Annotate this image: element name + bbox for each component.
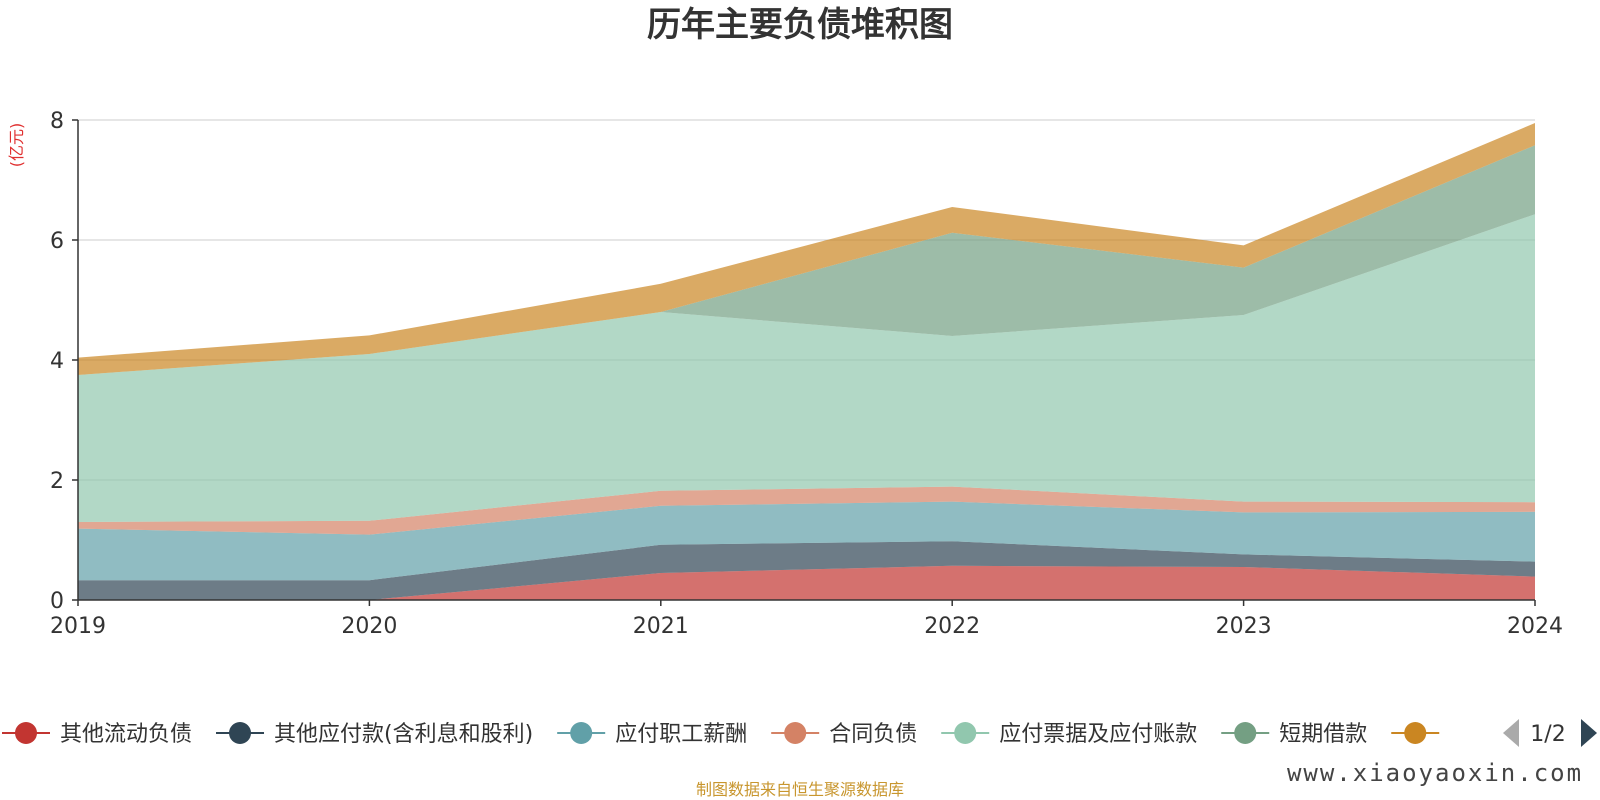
area-series-5 [78, 145, 1535, 375]
legend-marker-icon [229, 722, 252, 744]
area-series-1 [78, 541, 1535, 600]
legend-marker-icon [15, 722, 37, 744]
legend-marker-icon [1404, 722, 1427, 744]
y-axis-unit-label: (亿元) [7, 123, 26, 168]
y-tick-label: 8 [50, 109, 64, 134]
legend-item-4[interactable]: 应付票据及应付账款 [941, 722, 1197, 747]
legend-marker-icon [954, 722, 977, 744]
x-tick-label: 2019 [50, 614, 106, 639]
x-tick-label: 2021 [633, 614, 689, 639]
legend-label: 其他应付款(含利息和股利) [274, 722, 533, 747]
legend-label: 短期借款 [1279, 722, 1367, 747]
legend-label: 应付职工薪酬 [615, 722, 747, 747]
area-series-6 [78, 123, 1535, 375]
y-tick-label: 6 [50, 229, 64, 254]
legend-item-6[interactable] [1391, 722, 1440, 744]
legend-label: 合同负债 [829, 722, 917, 747]
y-tick-label: 0 [50, 589, 64, 614]
source-note: 制图数据来自恒生聚源数据库 [696, 780, 904, 799]
legend-item-1[interactable]: 其他应付款(含利息和股利) [216, 722, 533, 747]
legend-item-0[interactable]: 其他流动负债 [2, 722, 192, 747]
x-tick-label: 2023 [1216, 614, 1272, 639]
x-tick-label: 2020 [341, 614, 397, 639]
legend-page-indicator: 1/2 [1530, 722, 1565, 747]
x-axis-tick-labels: 2019 2020 2021 2022 2023 2024 [50, 614, 1563, 639]
area-series-2 [78, 501, 1535, 581]
x-tick-label: 2022 [924, 614, 980, 639]
legend-marker-icon [570, 722, 593, 744]
legend-label: 其他流动负债 [60, 722, 192, 747]
area-series-4 [78, 214, 1535, 522]
watermark: www.xiaoyaoxin.com [1287, 759, 1583, 787]
area-series-3 [78, 486, 1535, 535]
axes [72, 119, 1536, 606]
legend-item-5[interactable]: 短期借款 [1221, 722, 1367, 747]
legend[interactable]: 其他流动负债 其他应付款(含利息和股利) 应付职工薪酬 合同负债 应付票据及应付账款 短期… [2, 722, 1440, 747]
area-series-group [78, 123, 1535, 600]
x-tick-label: 2024 [1507, 614, 1563, 639]
legend-item-2[interactable]: 应付职工薪酬 [557, 722, 747, 747]
y-tick-label: 4 [50, 349, 64, 374]
legend-marker-icon [1234, 722, 1257, 744]
y-tick-label: 2 [50, 469, 64, 494]
legend-next-arrow-icon[interactable] [1581, 719, 1597, 747]
legend-prev-arrow-icon[interactable] [1503, 719, 1519, 747]
legend-pager[interactable]: 1/2 [1503, 719, 1597, 747]
legend-marker-icon [784, 722, 807, 744]
legend-label: 应付票据及应付账款 [999, 722, 1197, 747]
chart-title: 历年主要负债堆积图 [647, 5, 953, 45]
y-axis-tick-labels: 0 2 4 6 8 [50, 109, 64, 614]
legend-item-3[interactable]: 合同负债 [771, 722, 917, 747]
area-series-0 [78, 565, 1535, 600]
